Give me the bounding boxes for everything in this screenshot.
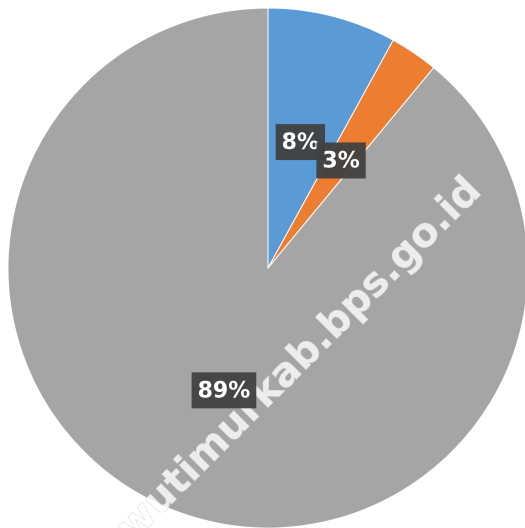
pie-slice <box>267 7 394 269</box>
data-label-text: 8% <box>282 130 319 155</box>
data-label-box <box>316 142 366 179</box>
data-label: 3% <box>316 142 366 179</box>
data-label-text: 3% <box>322 148 359 173</box>
data-label: 89% <box>191 372 257 409</box>
data-label-text: 89% <box>198 378 251 403</box>
data-label-box <box>191 372 257 409</box>
pie-slice <box>7 7 525 528</box>
